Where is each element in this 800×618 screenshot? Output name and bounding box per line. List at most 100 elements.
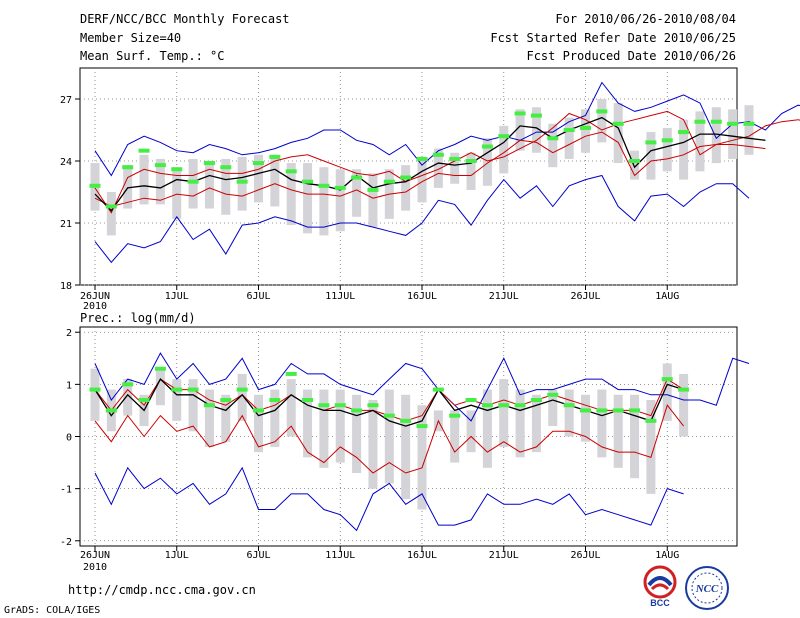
x-tick-label: 16JUL [407, 291, 437, 302]
y-tick-label: -1 [60, 485, 72, 496]
member-size-label: Member Size=40 [80, 31, 182, 45]
x-tick-label: 26JUN [80, 550, 110, 561]
spread-bar [581, 394, 590, 442]
spread-bar [286, 379, 296, 437]
spread-bar [433, 148, 443, 188]
spread-bar [662, 127, 672, 172]
mean-minus-sd-line [94, 404, 684, 474]
spread-bar [352, 394, 362, 473]
spread-bar [531, 394, 541, 453]
x-tick-label: 11JUL [325, 291, 355, 302]
spread-bar [204, 389, 214, 447]
spread-bar [515, 389, 525, 458]
spread-bar [646, 132, 656, 180]
spread-bar [466, 152, 476, 190]
spread-bar [482, 138, 492, 186]
forecast-period: For 2010/06/26-2010/08/04 [555, 12, 736, 26]
spread-bar [401, 165, 411, 211]
spread-bar [155, 368, 165, 406]
spread-bar [335, 389, 345, 463]
spread-bar [270, 154, 280, 207]
precipitation-panel: -2 -1 0 1 2 26JUN 1JUL 6JUL 11JUL 16JUL 21JUL 26JUL… [60, 311, 750, 573]
min-line [94, 174, 750, 264]
spread-bar [221, 394, 231, 442]
spread-bar [679, 373, 689, 437]
spread-bar [597, 389, 607, 458]
spread-bar [482, 389, 492, 468]
x-tick-label: 1JUL [165, 550, 189, 561]
spread-bar [352, 169, 362, 217]
x-tick-label: 26JUL [570, 550, 600, 561]
spread-bar [548, 389, 558, 427]
y-tick-label: -2 [60, 537, 72, 548]
max-line [94, 352, 750, 422]
x-tick-label: 11JUL [325, 550, 355, 561]
spread-bar [335, 169, 345, 232]
bcc-logo-arc [647, 576, 673, 587]
spread-bar [728, 109, 738, 159]
y-tick-label: 27 [60, 95, 72, 106]
mean-minus-sd-line [94, 131, 766, 208]
spread-bar [368, 173, 378, 228]
x-tick-label: 1AUG [655, 550, 679, 561]
y-tick-label: 21 [60, 219, 72, 230]
spread-bar [679, 119, 689, 180]
spread-bar [466, 410, 476, 453]
spread-bar [401, 394, 411, 500]
spread-bar [499, 379, 509, 447]
x-tick-label: 6JUL [246, 291, 270, 302]
ncc-logo: NCC [685, 566, 729, 610]
spread-bar [630, 394, 640, 479]
spread-bar [188, 158, 198, 209]
spread-bar [711, 107, 721, 164]
spread-bar [384, 389, 394, 484]
spread-bar [303, 389, 313, 458]
x-tick-label: 26JUN [80, 291, 110, 302]
spread-bar [515, 109, 525, 151]
spread-bar [368, 400, 378, 489]
spread-bar [237, 373, 247, 421]
x-year-label: 2010 [83, 301, 107, 312]
spread-bar [90, 368, 100, 421]
spread-bar [172, 167, 182, 219]
ncc-logo-inner-ring [691, 572, 723, 604]
spread-bar [581, 109, 590, 153]
spread-bar [286, 163, 296, 226]
spread-bar [204, 161, 214, 209]
mean-plus-sd-line [94, 110, 800, 214]
spread-bar [450, 410, 460, 463]
spread-bar [417, 405, 427, 510]
spread-bar [237, 156, 247, 211]
precip-panel-title: Prec.: log(mm/d) [80, 311, 196, 325]
spread-bar [155, 158, 165, 205]
source-url[interactable]: http://cmdp.ncc.cma.gov.cn [68, 583, 256, 597]
y-tick-label: 24 [60, 157, 72, 168]
spread-bar [106, 192, 116, 236]
spread-bar [139, 154, 149, 205]
spread-bar [417, 156, 427, 203]
spread-bar [531, 107, 541, 153]
spread-bar [662, 363, 672, 421]
spread-bar [303, 163, 313, 234]
grads-credit: GrADS: COLA/IGES [4, 605, 101, 616]
spread-bar [564, 389, 574, 437]
spread-bar [319, 167, 329, 236]
spread-bar [630, 150, 640, 180]
bcc-logo-text: BCC [650, 598, 670, 608]
spread-bar [172, 379, 182, 421]
spread-bar [254, 394, 263, 453]
spread-bar [221, 158, 231, 215]
spread-bar [646, 400, 656, 494]
y-tick-label: 1 [66, 380, 72, 391]
x-year-label: 2010 [83, 562, 107, 573]
spread-bar [254, 154, 263, 203]
spread-bar [270, 389, 280, 447]
spread-bar [695, 111, 705, 172]
ncc-logo-text: NCC [695, 583, 719, 595]
y-tick-label: 18 [60, 281, 72, 292]
temperature-variable-label: Mean Surf. Temp.: °C [80, 49, 225, 63]
spread-bar [319, 389, 329, 468]
x-tick-label: 16JUL [407, 550, 437, 561]
min-line [94, 466, 684, 532]
